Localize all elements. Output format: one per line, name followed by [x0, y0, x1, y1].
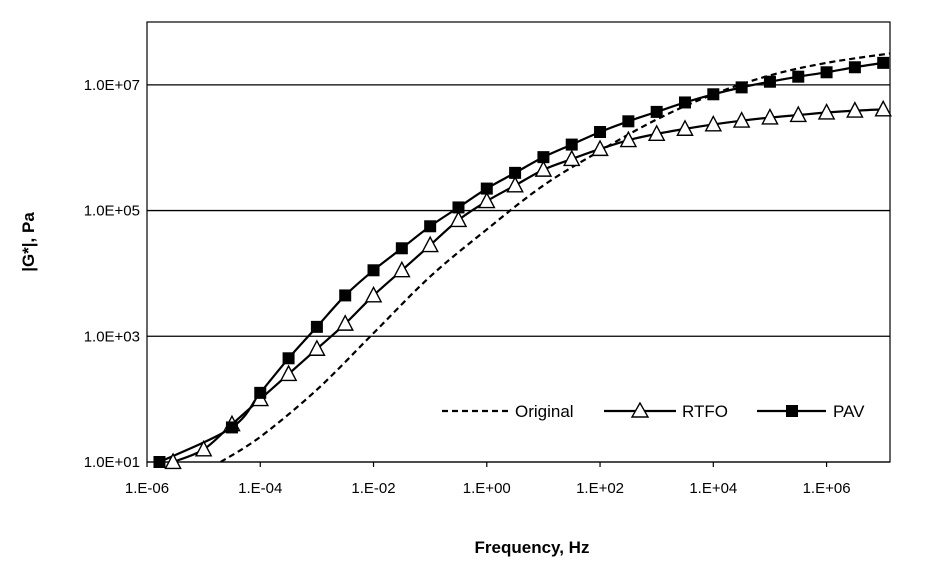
data-point-rtfo-20 — [732, 111, 751, 128]
y-tick-label-3: 1.0E+07 — [84, 77, 140, 94]
data-point-pav-2 — [254, 386, 267, 399]
series-layer — [158, 52, 890, 462]
y-tick-label-1: 1.0E+03 — [84, 328, 140, 345]
data-point-rtfo-10 — [449, 210, 468, 228]
x-axis-ticks: 1.E-06 1.E-04 1.E-02 1.E+00 1.E+02 1.E+04 1.E+… — [125, 462, 851, 497]
data-point-rtfo-9 — [421, 235, 439, 253]
data-point-rtfo-23 — [817, 103, 836, 120]
data-point-pav-7 — [395, 242, 408, 255]
data-point-pav-11 — [509, 166, 522, 179]
data-point-pav-16 — [650, 105, 663, 118]
data-point-rtfo-21 — [761, 108, 779, 125]
legend-label-original: Original — [515, 402, 574, 421]
data-point-pav-5 — [339, 289, 352, 302]
data-point-pav-1 — [225, 421, 238, 434]
data-point-pav-15 — [622, 115, 635, 128]
data-point-pav-8 — [424, 220, 437, 233]
plot-area-frame — [146, 21, 891, 463]
data-point-rtfo-17 — [647, 124, 666, 141]
data-point-pav-22 — [820, 66, 833, 79]
data-point-rtfo-25 — [874, 99, 892, 117]
data-point-rtfo-0 — [164, 452, 182, 470]
data-point-pav-20 — [763, 75, 776, 88]
data-point-rtfo-18 — [676, 119, 694, 136]
x-tick-label-1: 1.E-04 — [238, 480, 282, 497]
y-tick-label-2: 1.0E+05 — [84, 203, 140, 220]
data-point-pav-4 — [310, 320, 323, 333]
y-tick-label-0: 1.0E+01 — [84, 454, 140, 471]
data-point-rtfo-13 — [534, 160, 553, 177]
data-point-rtfo-8 — [393, 260, 411, 278]
data-point-rtfo-1 — [194, 439, 213, 457]
x-axis-title: Frequency, Hz — [475, 538, 590, 557]
data-point-rtfo-4 — [279, 364, 298, 382]
data-point-rtfo-12 — [506, 175, 524, 193]
data-point-pav-24 — [877, 56, 890, 69]
legend-marker-pav — [786, 405, 798, 417]
legend-label-pav: PAV — [833, 402, 865, 421]
data-point-pav-0 — [153, 456, 166, 468]
data-point-pav-23 — [848, 61, 861, 74]
x-tick-label-4: 1.E+02 — [576, 480, 624, 497]
data-point-pav-10 — [480, 182, 493, 195]
y-axis-title: |G*|, Pa — [19, 212, 38, 272]
data-point-pav-3 — [282, 352, 295, 365]
y-axis-ticks: 1.0E+01 1.0E+03 1.0E+05 1.0E+07 — [84, 77, 140, 471]
x-tick-label-5: 1.E+04 — [689, 480, 737, 497]
data-point-rtfo-14 — [562, 149, 581, 167]
data-point-pav-12 — [537, 151, 550, 164]
x-tick-label-2: 1.E-02 — [351, 480, 395, 497]
data-point-rtfo-19 — [704, 114, 723, 132]
marker-layer — [153, 56, 892, 470]
data-point-pav-19 — [735, 81, 748, 94]
data-point-rtfo-6 — [336, 314, 354, 331]
data-point-pav-14 — [594, 126, 607, 138]
data-point-pav-17 — [678, 96, 691, 109]
legend: Original RTFO PAV — [442, 401, 865, 421]
data-point-rtfo-11 — [478, 191, 496, 209]
data-point-rtfo-5 — [308, 339, 326, 356]
data-point-pav-21 — [792, 70, 805, 83]
data-point-pav-18 — [707, 88, 720, 101]
x-tick-label-0: 1.E-06 — [125, 480, 169, 497]
legend-label-rtfo: RTFO — [682, 402, 728, 421]
x-tick-label-3: 1.E+00 — [463, 480, 511, 497]
data-point-pav-9 — [452, 201, 465, 214]
data-point-pav-6 — [367, 264, 380, 277]
data-point-rtfo-22 — [789, 105, 808, 123]
series-line-original — [220, 52, 890, 462]
data-point-rtfo-24 — [846, 101, 864, 118]
x-tick-label-6: 1.E+06 — [803, 480, 851, 497]
data-point-rtfo-16 — [619, 130, 638, 148]
data-point-rtfo-7 — [364, 285, 383, 303]
data-point-pav-13 — [565, 138, 578, 151]
data-point-rtfo-15 — [591, 139, 609, 157]
legend-marker-rtfo — [630, 401, 650, 418]
